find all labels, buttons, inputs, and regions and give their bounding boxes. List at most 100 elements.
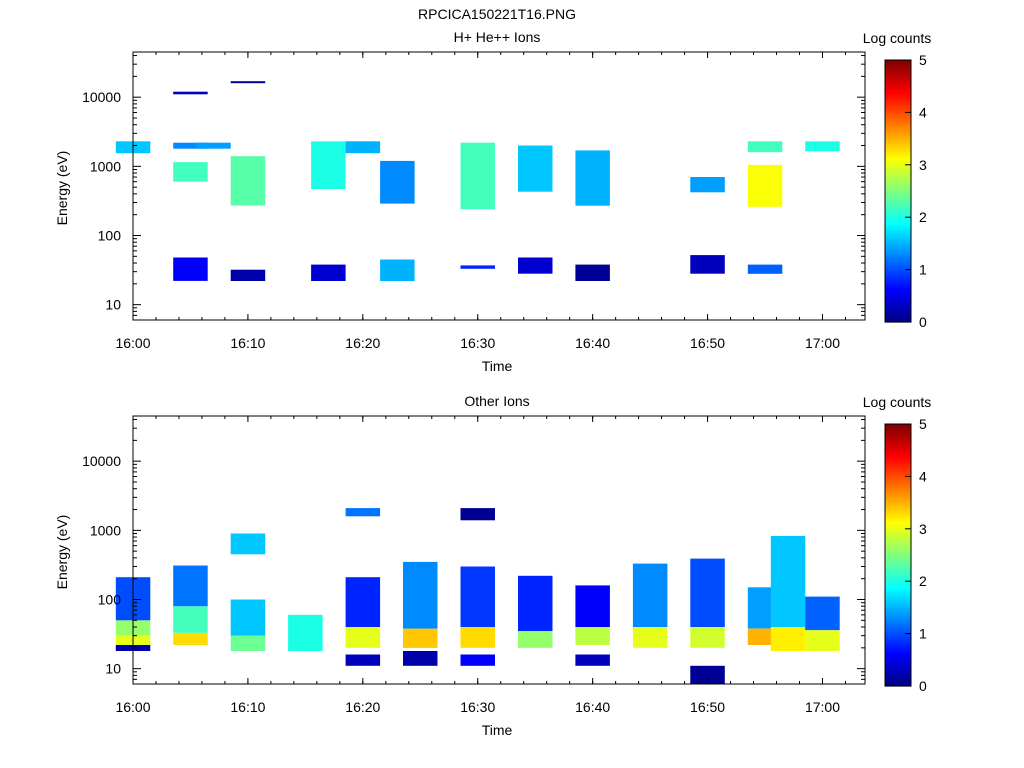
colorbar-segment (885, 633, 911, 637)
colorbar-segment (885, 285, 911, 289)
colorbar-segment (885, 248, 911, 252)
plot-frame (132, 415, 866, 685)
heatmap-cell (196, 142, 231, 149)
colorbar-segment (885, 544, 911, 548)
colorbar-segment (885, 86, 911, 90)
heatmap-cell (403, 628, 438, 648)
colorbar-segment (885, 636, 911, 640)
x-tick-label: 16:40 (575, 699, 610, 715)
colorbar-segment (885, 225, 911, 229)
colorbar-segment (885, 560, 911, 564)
heatmap-cell (345, 654, 381, 666)
colorbar-tick-label: 1 (919, 262, 927, 278)
colorbar-segment (885, 269, 911, 273)
colorbar-segment (885, 570, 911, 574)
heatmap-cell (173, 91, 208, 95)
colorbar-tick-label: 2 (919, 573, 927, 589)
colorbar-segment (885, 431, 911, 436)
colorbar-segment (885, 494, 911, 498)
y-axis-label: Energy (eV) (54, 515, 70, 590)
colorbar-segment (885, 497, 911, 501)
colorbar-segment (885, 565, 911, 569)
colorbar-segment (885, 149, 911, 153)
colorbar-segment (885, 154, 911, 158)
colorbar-segment (885, 290, 911, 294)
heatmap-cell (690, 665, 725, 684)
colorbar-segment (885, 185, 911, 189)
y-tick-label: 10 (105, 661, 121, 677)
colorbar-segment (885, 552, 911, 556)
colorbar-segment (885, 282, 911, 286)
colorbar-segment (885, 314, 911, 318)
colorbar-segment (885, 641, 911, 645)
colorbar-segment (885, 214, 911, 218)
colorbar-segment (885, 238, 911, 242)
colorbar-segment (885, 523, 911, 527)
colorbar-segment (885, 484, 911, 488)
colorbar-segment (885, 473, 911, 477)
heatmap-cell (230, 81, 266, 84)
colorbar-segment (885, 625, 911, 629)
colorbar-segment (885, 623, 911, 627)
panel-title: Other Ions (464, 393, 529, 409)
colorbar-segment (885, 232, 911, 237)
colorbar-segment (885, 513, 911, 517)
x-tick-label: 16:00 (115, 335, 150, 351)
colorbar-segment (885, 596, 911, 601)
colorbar-segment (885, 128, 911, 132)
colorbar-label: Log counts (863, 30, 932, 46)
x-tick-label: 16:30 (460, 335, 495, 351)
colorbar-segment (885, 667, 911, 671)
colorbar-segment (885, 465, 911, 470)
colorbar-tick-label: 5 (919, 416, 927, 432)
colorbar-segment (885, 222, 911, 226)
colorbar-segment (885, 591, 911, 595)
heatmap-cell (518, 257, 553, 274)
colorbar-segment (885, 680, 911, 684)
heatmap-cell (230, 533, 266, 555)
colorbar-segment (885, 303, 911, 307)
colorbar-segment (885, 599, 911, 603)
colorbar-segment (885, 481, 911, 485)
x-tick-label: 16:50 (690, 699, 725, 715)
x-tick-label: 16:00 (115, 699, 150, 715)
heatmap-cell (575, 264, 610, 281)
heatmap-cell (380, 160, 415, 204)
colorbar-segment (885, 450, 911, 454)
colorbar-segment (885, 683, 911, 687)
colorbar-segment (885, 442, 911, 446)
colorbar-segment (885, 172, 911, 176)
colorbar-segment (885, 615, 911, 619)
colorbar-segment (885, 515, 911, 519)
colorbar-segment (885, 638, 911, 643)
colorbar-segment (885, 651, 911, 656)
heatmap-cell (690, 627, 725, 648)
colorbar-segment (885, 675, 911, 679)
colorbar-segment (885, 452, 911, 457)
colorbar-segment (885, 607, 911, 611)
heatmap-cell (230, 269, 266, 281)
colorbar-segment (885, 151, 911, 155)
panel-other-ions: Other Ions Time Energy (eV) Log counts 1… (54, 393, 931, 738)
colorbar-segment (885, 575, 911, 580)
heatmap-cell (575, 654, 610, 666)
colorbar-segment (885, 539, 911, 543)
heatmap-cell (345, 508, 381, 517)
x-axis-label: Time (482, 722, 513, 738)
heatmap-cell (770, 627, 806, 651)
x-tick-label: 16:20 (345, 335, 380, 351)
colorbar-segment (885, 426, 911, 430)
heatmap-cell (460, 508, 495, 521)
colorbar-segment (885, 489, 911, 493)
heatmap-cell (403, 561, 438, 629)
colorbar-segment (885, 463, 911, 467)
colorbar-segment (885, 243, 911, 247)
colorbar-segment (885, 507, 911, 512)
colorbar-segment (885, 261, 911, 265)
colorbar-segment (885, 251, 911, 255)
colorbar-segment (885, 170, 911, 174)
heatmap-cell (345, 141, 381, 154)
y-tick-label: 1000 (90, 158, 121, 174)
colorbar-segment (885, 534, 911, 538)
